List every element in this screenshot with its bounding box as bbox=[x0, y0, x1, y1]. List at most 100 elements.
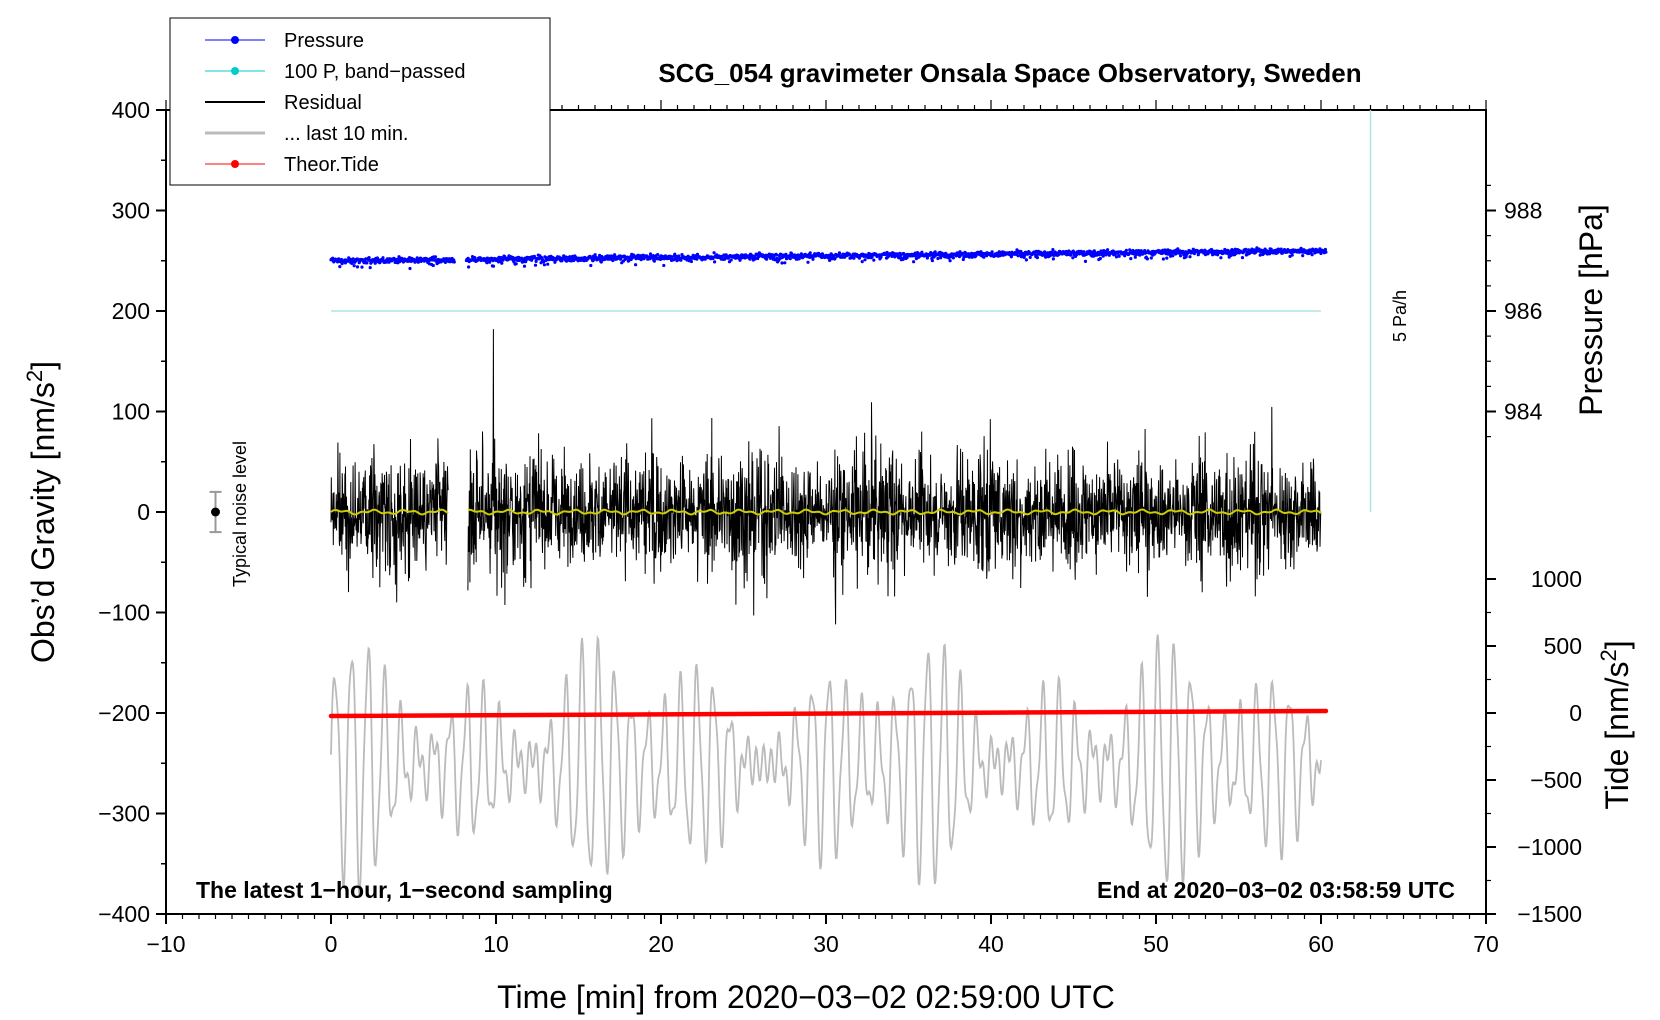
pressure-point bbox=[1145, 257, 1149, 261]
pressure-point bbox=[431, 263, 435, 268]
y-left-tick-label: 100 bbox=[112, 399, 150, 425]
pressure-point bbox=[381, 256, 385, 260]
pressure-point bbox=[712, 251, 716, 255]
pressure-point bbox=[1123, 254, 1127, 258]
pressure-point bbox=[1035, 253, 1039, 257]
pressure-point bbox=[879, 255, 883, 259]
pressure-point bbox=[729, 258, 733, 262]
pressure-point bbox=[1143, 249, 1147, 253]
pressure-point bbox=[1244, 247, 1248, 251]
legend-entry: Theor.Tide bbox=[205, 154, 379, 176]
pressure-point bbox=[1082, 250, 1086, 254]
pressure-point bbox=[1149, 256, 1153, 260]
pressure-point bbox=[1071, 256, 1075, 260]
pressure-point bbox=[1083, 259, 1088, 263]
pressure-point bbox=[948, 259, 952, 263]
rate-label: 5 Pa/h bbox=[1390, 290, 1410, 342]
pressure-point bbox=[979, 250, 983, 254]
pressure-point bbox=[930, 259, 935, 263]
pressure-point bbox=[765, 257, 769, 261]
pressure-point bbox=[808, 251, 812, 255]
pressure-point bbox=[1323, 247, 1327, 252]
y-axis-right-tide-label-sup: 2 bbox=[1596, 649, 1621, 661]
pressure-point bbox=[352, 264, 356, 268]
y-axis-right-tide-label: Tide [nm/s2] bbox=[1596, 640, 1635, 809]
pressure-point bbox=[925, 256, 930, 260]
pressure-point bbox=[951, 256, 956, 260]
y-left-tick-label: −300 bbox=[98, 801, 150, 827]
pressure-point bbox=[961, 257, 965, 262]
pressure-point bbox=[466, 256, 470, 260]
pressure-point bbox=[847, 252, 852, 256]
x-tick-label: 40 bbox=[978, 931, 1004, 957]
pressure-point bbox=[689, 259, 694, 264]
legend-swatch-marker bbox=[231, 67, 239, 75]
pressure-point bbox=[1171, 254, 1175, 258]
pressure-point bbox=[788, 254, 792, 258]
pressure-point bbox=[695, 257, 699, 261]
tide-tick-label: 0 bbox=[1569, 700, 1582, 726]
pressure-point bbox=[1101, 254, 1105, 258]
pressure-point bbox=[1035, 256, 1039, 260]
x-tick-label: 70 bbox=[1473, 931, 1499, 957]
pressure-point bbox=[912, 260, 916, 264]
series-smoothed-residual bbox=[330, 508, 1322, 516]
pressure-point bbox=[1191, 247, 1195, 251]
pressure-point bbox=[837, 251, 842, 255]
pressure-point bbox=[611, 258, 615, 263]
y-left-tick-label: −200 bbox=[98, 700, 150, 726]
series-theor-tide bbox=[328, 708, 1329, 719]
tide-tick-label: −1500 bbox=[1517, 901, 1582, 927]
pressure-point bbox=[1247, 248, 1251, 252]
y-axis-left-label-main: Obs’d Gravity [nm/s bbox=[25, 382, 61, 663]
y-left-tick-label: 400 bbox=[112, 97, 150, 123]
pressure-point bbox=[920, 250, 924, 254]
pressure-point bbox=[514, 262, 518, 266]
pressure-point bbox=[1129, 257, 1133, 261]
pressure-point bbox=[736, 253, 740, 258]
pressure-point bbox=[360, 265, 364, 269]
pressure-point bbox=[652, 259, 657, 263]
pressure-point bbox=[1009, 255, 1014, 259]
pressure-point bbox=[1219, 256, 1223, 260]
pressure-point bbox=[1117, 254, 1121, 258]
pressure-point bbox=[355, 265, 360, 269]
legend-entry: 100 P, band−passed bbox=[205, 61, 465, 83]
pressure-tick-label: 988 bbox=[1504, 198, 1542, 224]
pressure-point bbox=[1301, 254, 1305, 258]
pressure-point bbox=[485, 261, 489, 265]
pressure-point bbox=[433, 255, 438, 259]
pressure-point bbox=[491, 264, 496, 268]
noise-bar-point bbox=[211, 507, 220, 517]
pressure-point bbox=[1024, 258, 1028, 262]
pressure-point bbox=[1290, 253, 1294, 257]
pressure-point bbox=[530, 258, 534, 262]
pressure-point bbox=[852, 256, 856, 260]
pressure-point bbox=[901, 257, 905, 261]
pressure-point bbox=[593, 253, 597, 257]
y-axis-right-pressure-label: Pressure [hPa] bbox=[1573, 204, 1609, 416]
pressure-point bbox=[1258, 253, 1262, 257]
series-last-10-min bbox=[330, 634, 1322, 897]
y-axis-left-label-sup: 2 bbox=[22, 370, 47, 382]
pressure-tick-label: 986 bbox=[1504, 298, 1542, 324]
x-axis-label: Time [min] from 2020−03−02 02:59:00 UTC bbox=[497, 979, 1115, 1015]
y-left-tick-label: −400 bbox=[98, 901, 150, 927]
pressure-point bbox=[1184, 255, 1188, 259]
chart-title: SCG_054 gravimeter Onsala Space Observat… bbox=[658, 58, 1361, 88]
pressure-tick-label: 984 bbox=[1504, 399, 1543, 425]
pressure-point bbox=[1174, 252, 1178, 256]
pressure-point bbox=[534, 259, 538, 263]
pressure-point bbox=[933, 250, 937, 254]
y-axis-right-tide-label-main: Tide [nm/s bbox=[1599, 661, 1635, 809]
pressure-point bbox=[1043, 250, 1047, 254]
pressure-point bbox=[500, 261, 504, 265]
pressure-point bbox=[675, 259, 679, 263]
pressure-point bbox=[1229, 253, 1233, 258]
pressure-point bbox=[1051, 248, 1055, 252]
pressure-point bbox=[672, 258, 676, 262]
pressure-point bbox=[713, 260, 717, 264]
pressure-point bbox=[1268, 252, 1272, 256]
pressure-point bbox=[783, 261, 787, 265]
pressure-point bbox=[863, 258, 867, 262]
